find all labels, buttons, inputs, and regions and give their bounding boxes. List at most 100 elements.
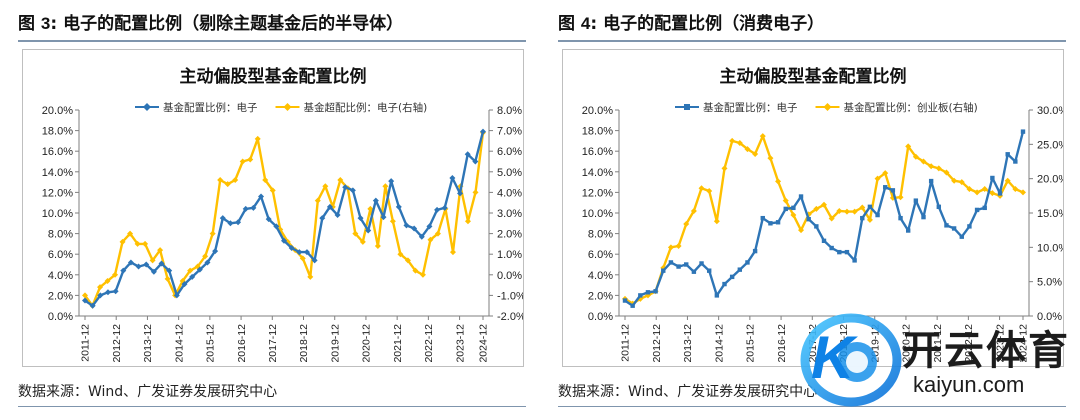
data-point <box>875 212 880 218</box>
data-point <box>951 177 958 184</box>
chart-title: 主动偏股型基金配置比例 <box>180 66 367 87</box>
data-point <box>1013 159 1018 164</box>
y-tick-label-left: 6.0% <box>48 249 73 261</box>
data-point <box>890 188 896 193</box>
data-point <box>104 277 111 284</box>
y-tick-label-left: 12.0% <box>582 187 613 199</box>
series-line <box>624 134 1024 305</box>
data-point <box>166 267 173 274</box>
data-point <box>990 175 995 181</box>
legend-label: 基金超配比例：电子(右轴) <box>304 101 428 114</box>
data-point <box>844 249 850 255</box>
data-point <box>314 197 321 204</box>
y-tick-label-left: 8.0% <box>588 229 613 241</box>
data-point <box>303 249 310 256</box>
data-point <box>913 198 919 203</box>
x-tick-label: 2015-12 <box>745 324 757 363</box>
data-point <box>752 150 759 157</box>
figure-title-prefix: 图 <box>558 14 581 34</box>
data-point <box>380 214 387 221</box>
data-point <box>775 178 782 185</box>
data-point <box>112 271 119 278</box>
legend-swatch-marker <box>283 103 292 111</box>
series-line <box>624 131 1025 307</box>
data-point <box>883 185 888 190</box>
figure-number: 3 <box>40 14 51 33</box>
data-point <box>813 205 820 212</box>
data-point <box>897 194 904 201</box>
series-left <box>82 128 486 309</box>
data-point <box>936 204 942 210</box>
data-point <box>852 258 857 263</box>
data-point <box>958 179 965 186</box>
data-point <box>1020 129 1026 134</box>
data-point <box>239 158 246 165</box>
data-point <box>752 248 758 254</box>
legend-swatch-marker <box>143 103 151 111</box>
x-tick-label: 2019-12 <box>329 324 341 363</box>
data-point <box>269 187 276 194</box>
data-point <box>967 224 972 229</box>
x-tick-label: 2012-12 <box>111 324 123 363</box>
y-tick-label-right: 5.0% <box>497 167 522 179</box>
data-point <box>1012 185 1019 192</box>
data-point <box>480 128 486 135</box>
data-point <box>783 206 788 212</box>
y-tick-label-left: 2.0% <box>588 290 613 302</box>
chart-area: 主动偏股型基金配置比例 基金配置比例：电子 基金配置比例：创业板(右轴) 0.0% 2.… <box>562 49 1064 367</box>
watermark: K 开云体育 kaiyun.com <box>795 302 1080 416</box>
data-point <box>104 289 111 296</box>
chart-title: 主动偏股型基金配置比例 <box>720 66 907 87</box>
data-point <box>164 275 171 282</box>
data-point <box>729 137 736 144</box>
data-point <box>661 268 666 273</box>
data-point <box>372 197 379 204</box>
data-point <box>1004 177 1011 184</box>
data-point <box>311 257 318 264</box>
data-point <box>821 201 827 208</box>
data-point <box>791 205 796 211</box>
figure-number: 4 <box>580 14 591 33</box>
x-tick-label: 2021-12 <box>392 324 404 363</box>
data-point <box>798 227 805 234</box>
data-point <box>859 204 866 211</box>
y-tick-label-right: 0.0% <box>1037 311 1062 323</box>
series-left <box>622 129 1026 308</box>
data-point <box>419 271 426 278</box>
legend-item: 基金配置比例：电子 <box>675 101 798 114</box>
data-point <box>668 260 674 265</box>
data-point <box>247 156 254 163</box>
data-point <box>227 220 234 227</box>
data-point <box>691 269 697 274</box>
y-tick-label-left: 14.0% <box>582 167 613 179</box>
data-point <box>729 274 735 280</box>
figure-3-panel: 图 3: 电子的配置比例（剔除主题基金后的半导体） 主动偏股型基金配置比例 基金配… <box>12 0 532 416</box>
y-tick-label-right: 3.0% <box>497 208 522 220</box>
data-point <box>134 240 141 247</box>
data-point <box>935 165 942 172</box>
data-point <box>768 221 773 226</box>
y-tick-label-left: 20.0% <box>42 105 73 117</box>
data-point <box>660 264 667 271</box>
figure-title-suffix: : 电子的配置比例（消费电子） <box>590 14 825 34</box>
x-tick-label: 2015-12 <box>205 324 217 363</box>
data-point <box>434 206 441 213</box>
data-point <box>209 230 216 237</box>
data-point <box>828 215 835 222</box>
data-point <box>143 261 150 268</box>
data-point <box>638 293 643 298</box>
y-tick-label-right: -2.0% <box>497 311 523 323</box>
source-note: 数据来源：Wind、广发证券发展研究中心 <box>18 384 278 400</box>
x-tick-label: 2016-12 <box>776 324 788 363</box>
y-tick-label-right: 20.0% <box>1037 174 1063 186</box>
data-point <box>905 228 911 233</box>
y-tick-label-right: 1.0% <box>497 249 522 261</box>
data-point <box>706 188 713 195</box>
data-point <box>449 174 456 181</box>
data-point <box>943 169 950 176</box>
figure-4-panel: 图 4: 电子的配置比例（消费电子） 主动偏股型基金配置比例 基金配置比例：电子 基… <box>552 0 1072 416</box>
data-point <box>412 267 419 274</box>
y-tick-label-right: 30.0% <box>1037 105 1063 117</box>
